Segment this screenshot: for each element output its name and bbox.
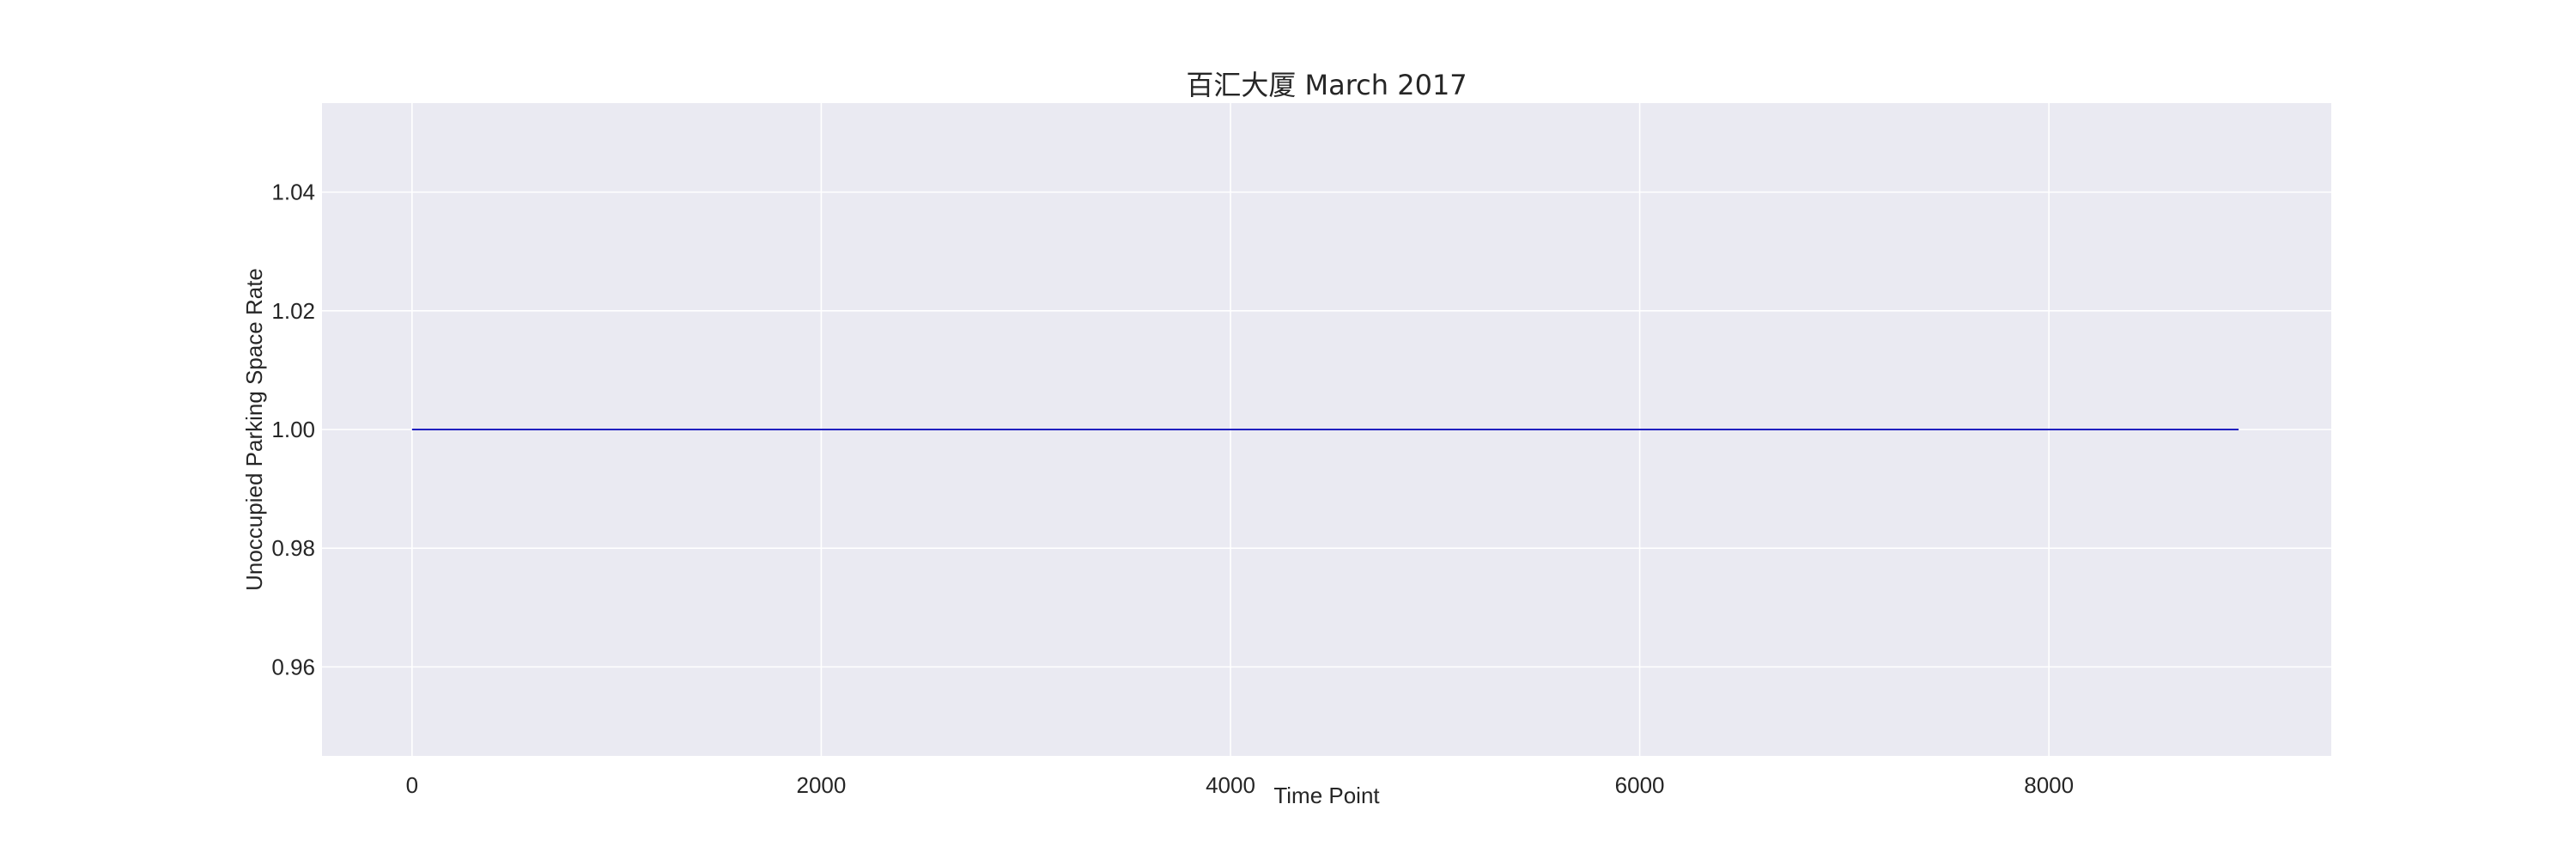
chart-title: 百汇大厦 March 2017 [1186,69,1467,101]
y-axis-ticks: 0.96 0.98 1.00 1.02 1.04 [271,180,315,680]
y-tick-label: 1.02 [271,298,315,324]
x-tick-label: 2000 [797,772,847,798]
y-tick-label: 0.96 [271,654,315,679]
y-tick-label: 0.98 [271,535,315,561]
x-tick-label: 4000 [1206,772,1255,798]
x-tick-label: 8000 [2024,772,2074,798]
x-tick-label: 6000 [1615,772,1665,798]
y-tick-label: 1.04 [271,180,315,205]
x-tick-label: 0 [406,772,418,798]
x-axis-title: Time Point [1273,783,1380,808]
x-axis-ticks: 0 2000 4000 6000 8000 [406,772,2074,798]
y-axis-title: Unoccupied Parking Space Rate [241,268,267,591]
y-tick-label: 1.00 [271,417,315,442]
